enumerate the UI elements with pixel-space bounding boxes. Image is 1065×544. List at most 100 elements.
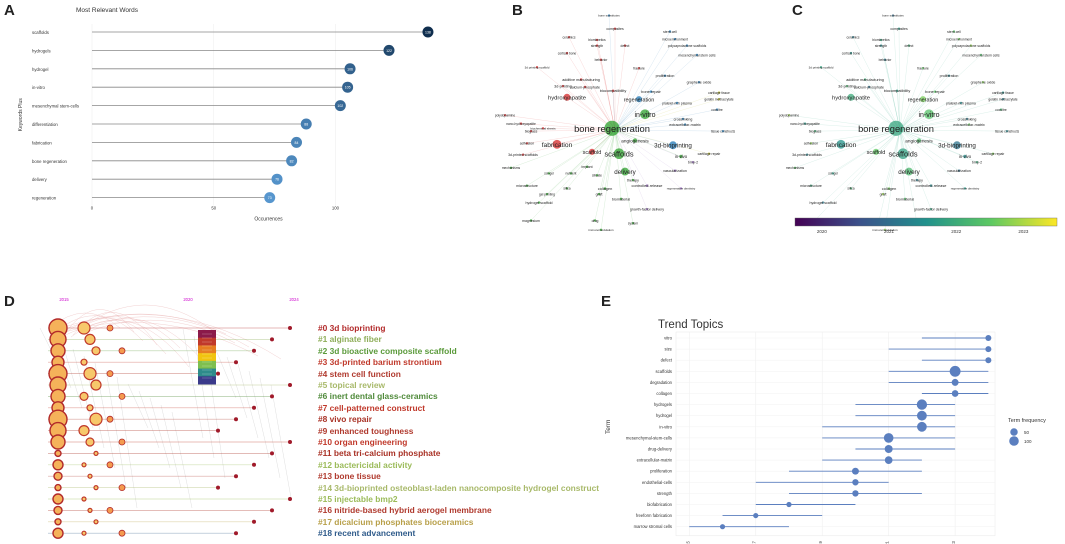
node-label: adhesion <box>520 142 535 146</box>
node-label: mesenchymal stem cells <box>962 53 1000 57</box>
network-edge <box>899 129 932 186</box>
panel-label-e: E <box>601 293 612 310</box>
network-node <box>895 89 899 92</box>
network-edge <box>899 124 970 131</box>
timeline-arc <box>86 318 204 362</box>
node-label: in-vivo <box>675 154 688 159</box>
network-node <box>645 207 649 211</box>
timeline-node <box>83 366 97 381</box>
cluster-legend-label: #5 topical review <box>318 380 386 390</box>
network-edge <box>568 37 616 131</box>
network-node <box>947 74 951 77</box>
cluster-legend-label: #8 vivo repair <box>318 414 373 425</box>
node-label: crosslinking <box>958 117 977 121</box>
node-label: bone regeneration <box>574 124 650 134</box>
network-edge <box>614 129 648 210</box>
network-edge <box>614 113 646 131</box>
category-label: hydrogels <box>32 48 51 53</box>
network-edge <box>899 129 1008 132</box>
network-node <box>675 101 679 105</box>
network-edge <box>538 129 616 203</box>
timeline-link <box>193 335 215 459</box>
timeline-node <box>216 371 220 376</box>
node-label: collagen <box>882 186 897 191</box>
network-node <box>621 167 629 176</box>
legend-swatch <box>1010 428 1018 436</box>
network-node <box>903 197 907 201</box>
network-edge <box>614 129 682 189</box>
network-node <box>879 38 883 42</box>
node-label: tissue constructs <box>711 129 736 133</box>
cluster-legend-label: #12 bactericidal activity <box>318 459 413 470</box>
network-node <box>503 113 507 117</box>
network-node <box>563 93 571 101</box>
network-node <box>809 142 813 145</box>
network-node <box>905 167 913 176</box>
network-edge <box>899 98 1004 131</box>
node-label: cartilage repair <box>982 152 1005 156</box>
network-node <box>697 81 701 84</box>
node-label: biochemical sheets <box>530 126 556 130</box>
node-label: crosslinking <box>674 117 693 121</box>
network-edge <box>788 114 901 131</box>
network-node <box>588 148 596 155</box>
timeline-link <box>182 328 204 439</box>
node-label: scaffolds <box>888 150 917 159</box>
network-node <box>919 96 927 103</box>
node-label: 3d-bioprinting <box>938 143 976 150</box>
network-node <box>981 81 985 84</box>
cluster-timeline-chart: 2015 2020 2024 <box>39 297 299 539</box>
network-edge <box>899 91 936 131</box>
network-node <box>537 201 541 204</box>
node-label: fabrication <box>826 142 857 149</box>
node-label: bmp-2 <box>972 161 982 165</box>
network-edge <box>556 129 616 145</box>
node-label: calcium-phosphate <box>570 85 600 89</box>
network-node <box>561 84 565 88</box>
node-label: collagen <box>598 186 613 191</box>
network-edge <box>814 129 901 132</box>
network-node <box>603 187 607 190</box>
data-label: 88 <box>304 123 308 127</box>
term-label: mesenchymal-stem-cells <box>626 435 672 440</box>
network-node <box>640 109 650 120</box>
network-node <box>583 85 587 89</box>
network-node <box>597 192 601 196</box>
network-node <box>545 192 549 196</box>
lollipop-dot <box>271 173 283 185</box>
timeline-node <box>87 507 93 513</box>
trend-point <box>852 490 859 497</box>
lollipop-dot <box>422 26 434 38</box>
network-node <box>599 228 603 232</box>
panel-label-a: A <box>4 2 15 19</box>
node-label: immunomodulation <box>873 228 898 232</box>
network-edge <box>832 129 901 174</box>
network-node <box>883 58 887 61</box>
network-edge <box>899 75 950 131</box>
node-label: silicate <box>592 174 602 178</box>
colorbar <box>794 217 1058 227</box>
network-edge <box>536 67 616 131</box>
network-node <box>623 44 627 47</box>
network-node <box>803 122 807 125</box>
network-edge <box>899 129 932 210</box>
network-edge <box>899 45 972 131</box>
timeline-node <box>81 496 87 502</box>
timeline-node <box>288 326 292 330</box>
network-node <box>519 122 523 125</box>
network-edge <box>562 85 616 131</box>
network-edge <box>899 129 994 154</box>
network-node <box>793 166 797 169</box>
network-edge <box>899 129 918 181</box>
network-edge <box>810 129 901 186</box>
node-label: hydroxyapatite <box>548 96 586 102</box>
node-label: regeneration <box>624 97 655 103</box>
network-edge <box>899 109 1002 131</box>
network-edge <box>614 38 676 131</box>
network-node <box>897 148 909 160</box>
timeline-node <box>288 383 292 387</box>
node-label: regenerative dentistry <box>951 187 980 191</box>
network-node <box>595 174 599 177</box>
timeline-node <box>93 450 99 456</box>
timeline-node <box>54 518 62 526</box>
